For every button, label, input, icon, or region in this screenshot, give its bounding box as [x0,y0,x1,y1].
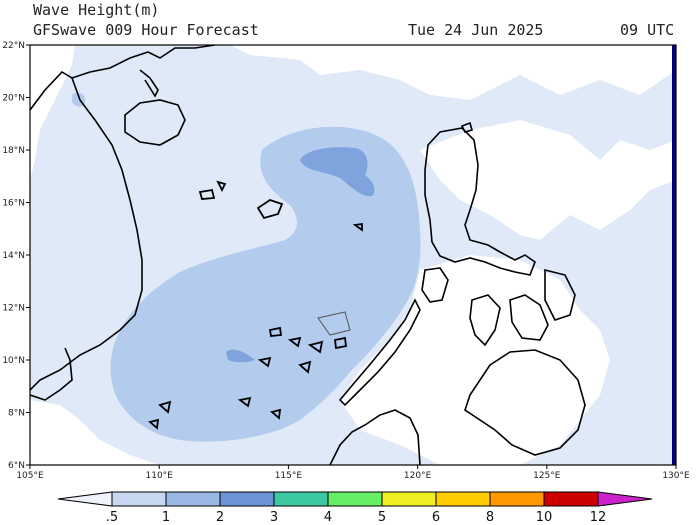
forecast-date: Tue 24 Jun 2025 [408,21,544,39]
lat-label-12: 12°N [2,304,25,314]
chart-subtitle: GFSwave 009 Hour Forecast [33,21,259,39]
lon-label-105: 105°E [16,471,44,481]
lat-label-6: 6°N [8,461,25,471]
wave-band-1-2 [110,126,421,442]
island-paracel [198,188,216,200]
colorbar-label: 1 [162,510,170,525]
coast-leizhou [139,69,159,98]
lon-labels: 105°E 110°E 115°E 120°E 125°E 130°E [16,471,690,481]
colorbar-arrow-high [597,491,653,507]
lat-ticks [26,44,30,466]
calm-region-southeast [340,255,610,465]
calm-region-north [230,45,676,100]
colorbar-segment [435,491,491,507]
island-scarborough [352,222,363,232]
coast-borneo [329,409,421,465]
colorbar: .5 1 2 3 4 5 6 8 10 12 [57,491,653,525]
colorbar-label: 12 [590,510,607,525]
calm-region-vietnam-coast [30,45,75,180]
island-spratly-10 [270,408,282,420]
colorbar-label: 6 [432,510,440,525]
lon-label-120: 120°E [404,471,432,481]
lat-label-22: 22°N [2,41,25,51]
colorbar-label: 10 [536,510,553,525]
colorbar-label: 3 [270,510,278,525]
lat-label-20: 20°N [2,94,25,104]
colorbar-labels: .5 1 2 3 4 5 6 8 10 12 [106,510,606,525]
lat-labels: 6°N 8°N 10°N 12°N 14°N 16°N 18°N 20°N 22… [2,41,25,471]
colorbar-label: 2 [216,510,224,525]
island-spratly-8 [158,400,172,414]
islands [148,180,363,430]
island-spratly-5 [257,356,272,368]
coast-hainan [124,99,186,146]
lon-label-110: 110°E [146,471,174,481]
colorbar-segment [219,491,275,507]
coast-palawan [338,298,421,407]
coastlines [30,45,586,465]
reef-outline [317,311,351,336]
lon-label-115: 115°E [275,471,303,481]
wave-band-2-3-north [300,147,375,197]
colorbar-segment [381,491,437,507]
coast-vietnam [30,70,143,391]
coast-panay-negros [469,294,501,347]
colorbar-label: 4 [324,510,332,525]
island-spratly-9 [148,418,160,430]
island-paracel-2 [216,180,227,193]
map-area [30,45,676,465]
calm-region-southwest [30,400,160,465]
lon-label-130: 130°E [662,471,690,481]
coast-mindoro [421,267,449,303]
colorbar-segment [273,491,329,507]
lat-label-10: 10°N [2,356,25,366]
colorbar-segment [489,491,545,507]
island-spratly-6 [298,360,312,374]
calm-region-east [420,120,676,240]
colorbar-segment [111,491,167,507]
island-spratly-7 [237,396,252,408]
colorbar-label: 5 [378,510,386,525]
lat-label-8: 8°N [8,409,25,419]
island-spratly-4 [334,336,347,350]
colorbar-label: 8 [486,510,494,525]
lon-label-125: 125°E [533,471,561,481]
lat-label-14: 14°N [2,251,25,261]
wave-band-2-3-south [226,349,255,363]
island-spratly-1 [268,326,283,337]
island-macclesfield [256,199,284,220]
colorbar-segment [165,491,221,507]
lat-label-18: 18°N [2,146,25,156]
island-spratly-2 [287,336,302,348]
colorbar-label: .5 [106,510,118,525]
colorbar-segment [543,491,599,507]
coast-samar [544,268,576,321]
coast-luzon [424,127,536,276]
colorbar-segment [327,491,383,507]
forecast-time: 09 UTC [620,21,675,39]
coast-vietnam-south [30,347,73,401]
lat-label-16: 16°N [2,199,25,209]
coast-cebu-leyte [509,294,549,341]
coast-mindanao [464,349,586,456]
chart-title: Wave Height(m) [33,1,160,19]
map-edge-strip [672,45,676,465]
coast-taiwan-islet [460,121,473,133]
island-spratly-3 [307,340,324,354]
coast-china [71,45,216,79]
colorbar-arrow-low [57,491,113,507]
lon-ticks [29,465,677,469]
